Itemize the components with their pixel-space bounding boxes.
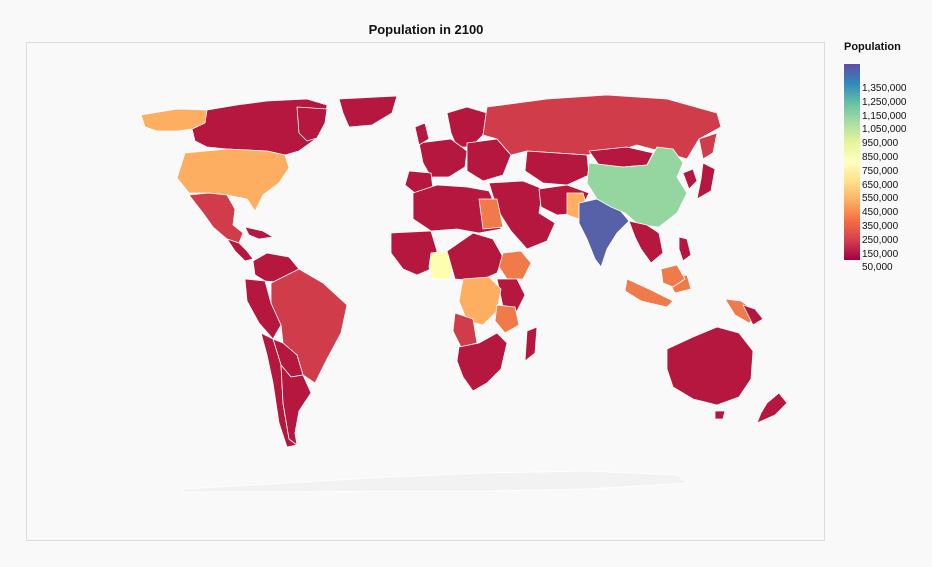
legend-tick-label: 450,000: [862, 207, 899, 219]
country-china[interactable]: [586, 146, 688, 228]
legend-tick-label: 50,000: [862, 262, 893, 274]
country-se-asia[interactable]: [628, 220, 664, 264]
country-greenland[interactable]: [338, 95, 398, 128]
country-west-africa[interactable]: [390, 230, 438, 276]
country-western-europe[interactable]: [418, 138, 468, 178]
country-new-zealand[interactable]: [756, 392, 788, 424]
legend-title: Population: [844, 41, 901, 53]
country-russia[interactable]: [482, 94, 722, 160]
legend-tick-label: 250,000: [862, 234, 899, 246]
country-png[interactable]: [742, 304, 764, 326]
country-ethiopia[interactable]: [498, 250, 532, 280]
choropleth-map[interactable]: [26, 42, 825, 541]
legend-tick-label: 550,000: [862, 193, 899, 205]
country-peru[interactable]: [244, 278, 282, 340]
country-brazil[interactable]: [270, 268, 348, 384]
country-east-africa[interactable]: [496, 278, 526, 312]
country-central-africa[interactable]: [446, 232, 504, 282]
country-scandinavia[interactable]: [446, 106, 488, 148]
country-usa[interactable]: [176, 148, 290, 212]
country-tanzania[interactable]: [494, 304, 520, 334]
country-tasmania[interactable]: [714, 410, 726, 420]
legend-tick-label: 950,000: [862, 138, 899, 150]
legend-tick-label: 750,000: [862, 165, 899, 177]
legend-tick-label: 650,000: [862, 179, 899, 191]
country-congo[interactable]: [458, 276, 502, 326]
country-korea-japan[interactable]: [682, 162, 716, 200]
country-madagascar[interactable]: [524, 326, 538, 362]
legend-tick-label: 350,000: [862, 221, 899, 232]
country-middle-east[interactable]: [488, 180, 556, 250]
legend-tick-label: 1,350,000: [862, 83, 907, 94]
legend-tick-label: 1,250,000: [862, 96, 907, 108]
country-central-america[interactable]: [226, 238, 254, 262]
country-caribbean[interactable]: [244, 226, 274, 240]
country-canada[interactable]: [191, 98, 328, 156]
country-antarctica[interactable]: [182, 470, 688, 493]
country-australia[interactable]: [666, 326, 754, 406]
legend: Population 1,350,000 1,250,000 1,150,000 1,…: [844, 41, 930, 273]
country-canada-east[interactable]: [296, 106, 328, 142]
country-uk[interactable]: [414, 122, 430, 146]
legend-tick-label: 150,000: [862, 248, 899, 260]
country-egypt[interactable]: [478, 198, 504, 230]
country-philippines[interactable]: [678, 236, 692, 262]
country-southern-africa[interactable]: [456, 332, 508, 392]
country-central-asia[interactable]: [524, 150, 590, 186]
legend-tick-label: 850,000: [862, 152, 899, 163]
country-borneo[interactable]: [660, 264, 686, 288]
legend-tick-label: 1,150,000: [862, 110, 907, 122]
map-title: Population in 2100: [368, 22, 484, 37]
world-map-svg[interactable]: [27, 43, 826, 542]
country-mexico[interactable]: [188, 192, 244, 244]
legend-tick-label: 1,050,000: [862, 124, 907, 136]
country-north-africa[interactable]: [412, 184, 502, 234]
country-argentina[interactable]: [280, 364, 312, 446]
country-kamchatka[interactable]: [698, 132, 718, 160]
legend-color-bar: [844, 64, 860, 260]
